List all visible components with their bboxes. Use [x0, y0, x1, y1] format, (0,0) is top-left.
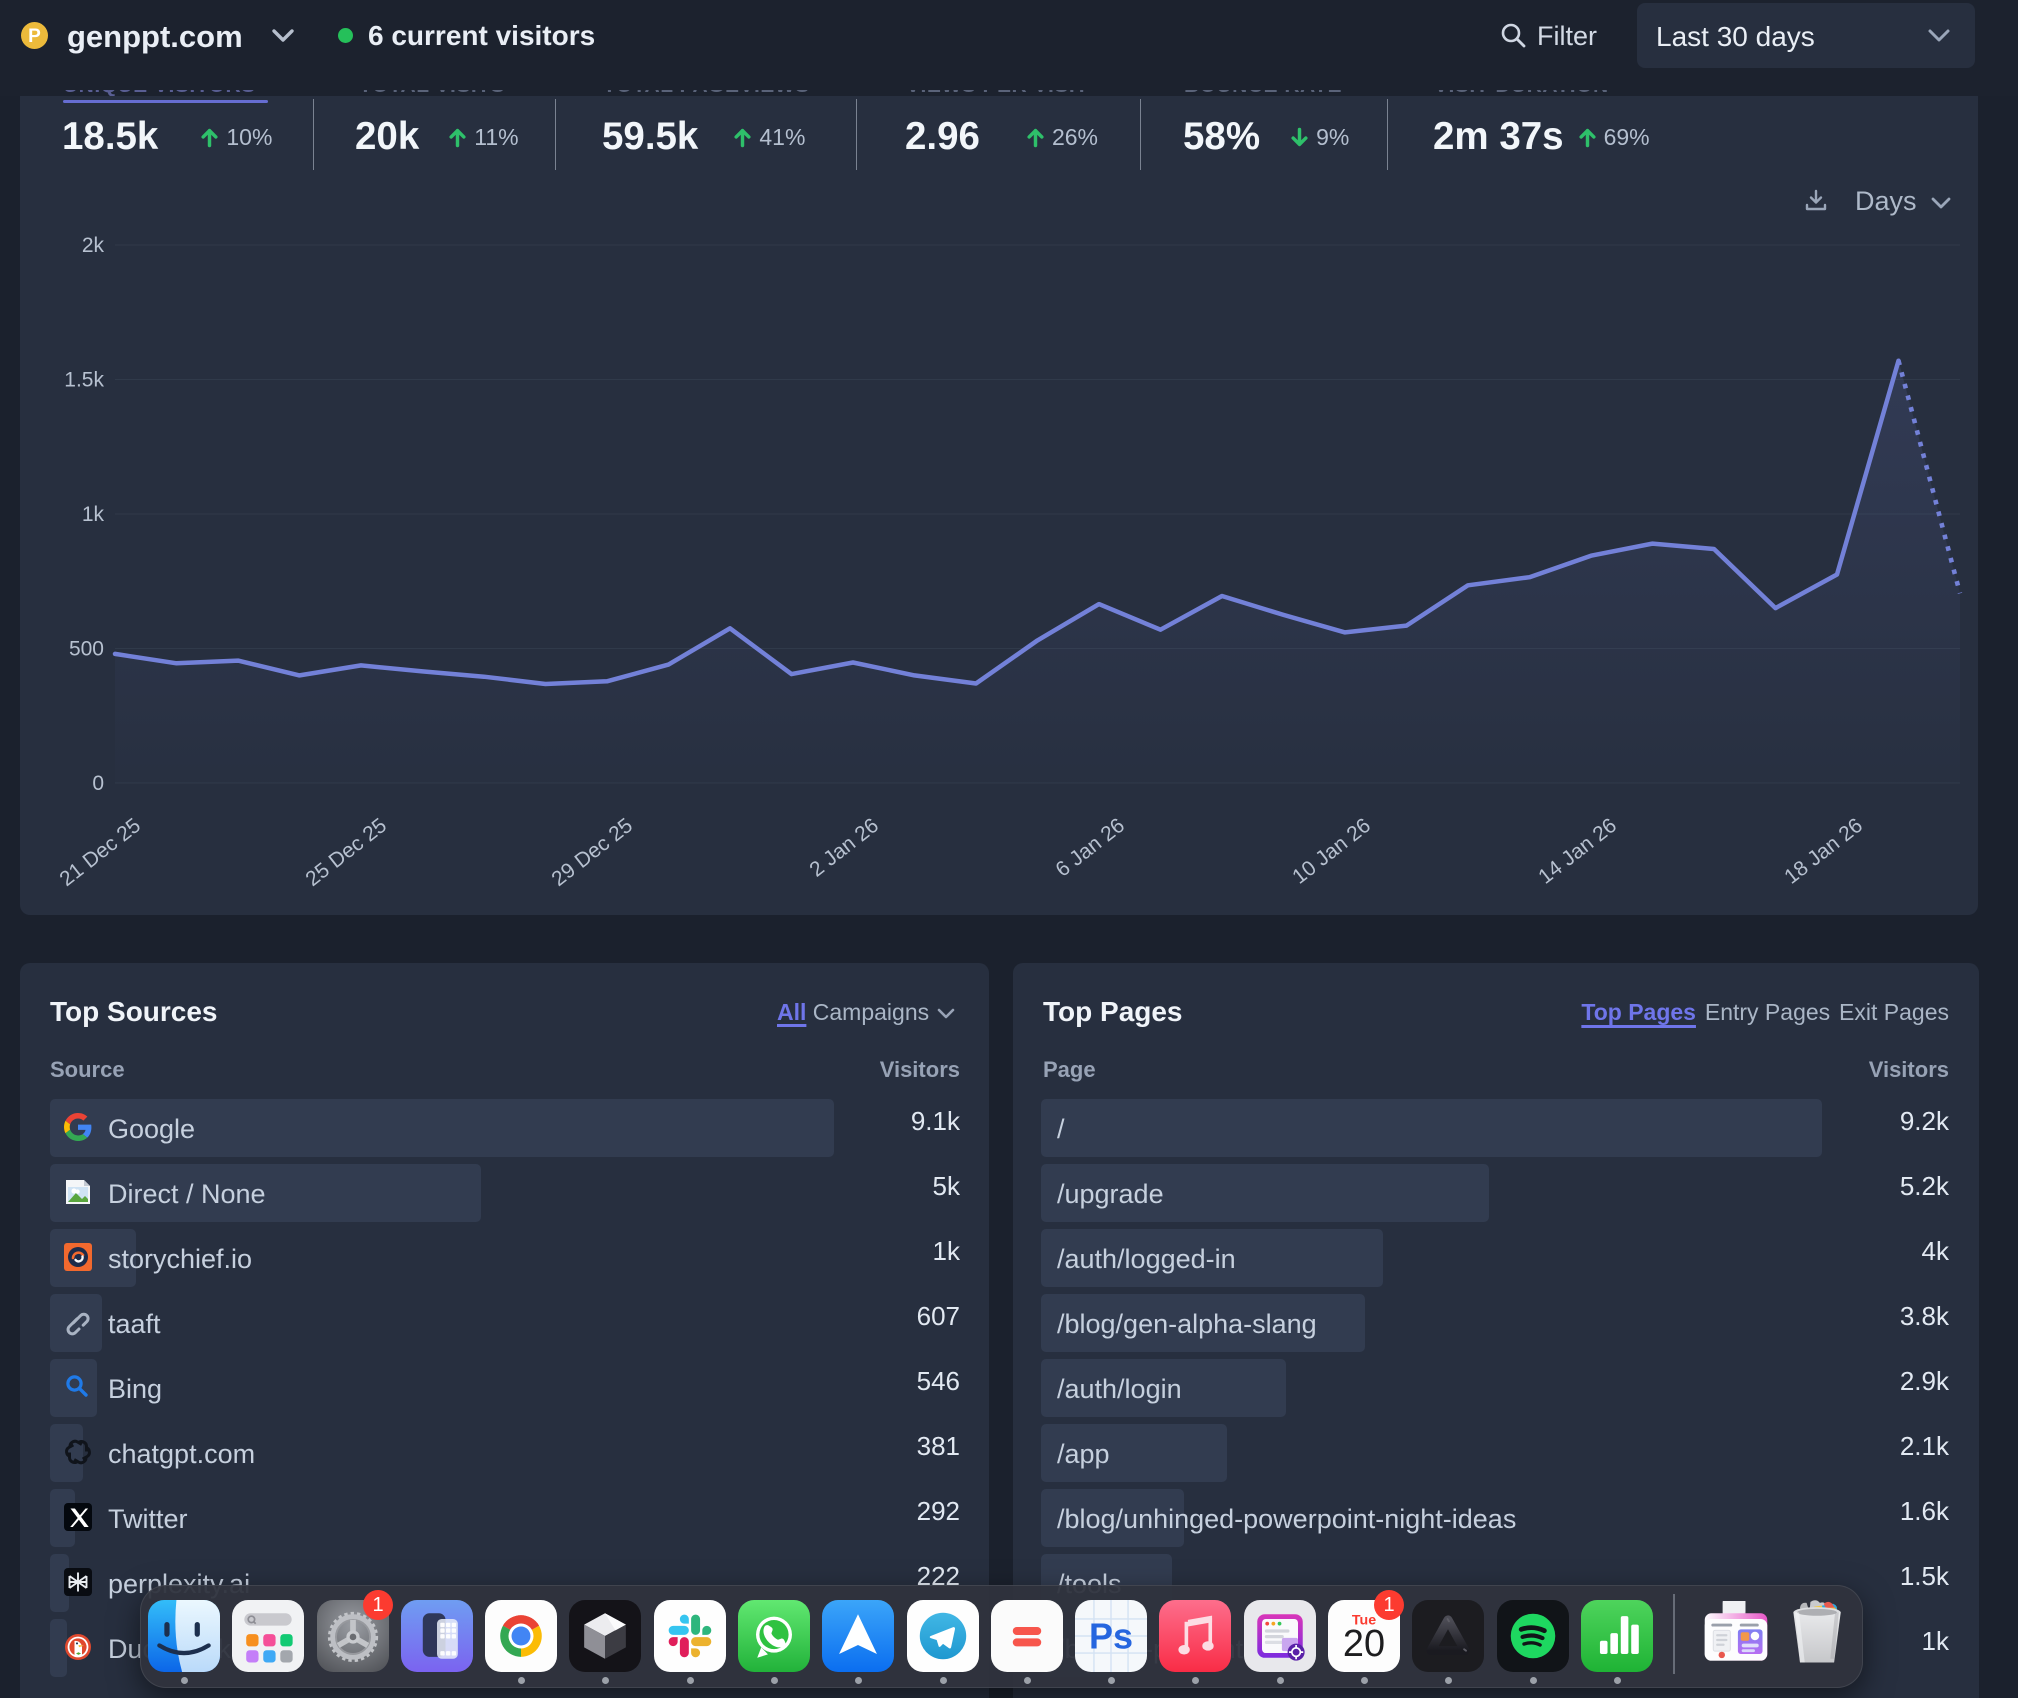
svg-text:14 Jan 26: 14 Jan 26 [1534, 814, 1621, 889]
svg-text:25 Dec 25: 25 Dec 25 [301, 814, 391, 891]
svg-text:29 Dec 25: 29 Dec 25 [547, 814, 637, 891]
svg-text:10 Jan 26: 10 Jan 26 [1288, 814, 1375, 889]
svg-text:1k: 1k [82, 503, 105, 526]
svg-text:0: 0 [92, 772, 104, 795]
svg-text:2 Jan 26: 2 Jan 26 [805, 814, 883, 882]
svg-text:500: 500 [69, 638, 104, 661]
svg-text:18 Jan 26: 18 Jan 26 [1780, 814, 1867, 889]
svg-text:1.5k: 1.5k [64, 369, 104, 392]
svg-text:20: 20 [1343, 1623, 1385, 1665]
svg-text:6 Jan 26: 6 Jan 26 [1051, 814, 1129, 882]
svg-text:21 Dec 25: 21 Dec 25 [55, 814, 145, 891]
svg-text:Tue: Tue [1352, 1613, 1376, 1629]
svg-text:2k: 2k [82, 234, 105, 257]
svg-text:P: P [28, 26, 41, 47]
svg-text:Ps: Ps [1089, 1615, 1133, 1656]
